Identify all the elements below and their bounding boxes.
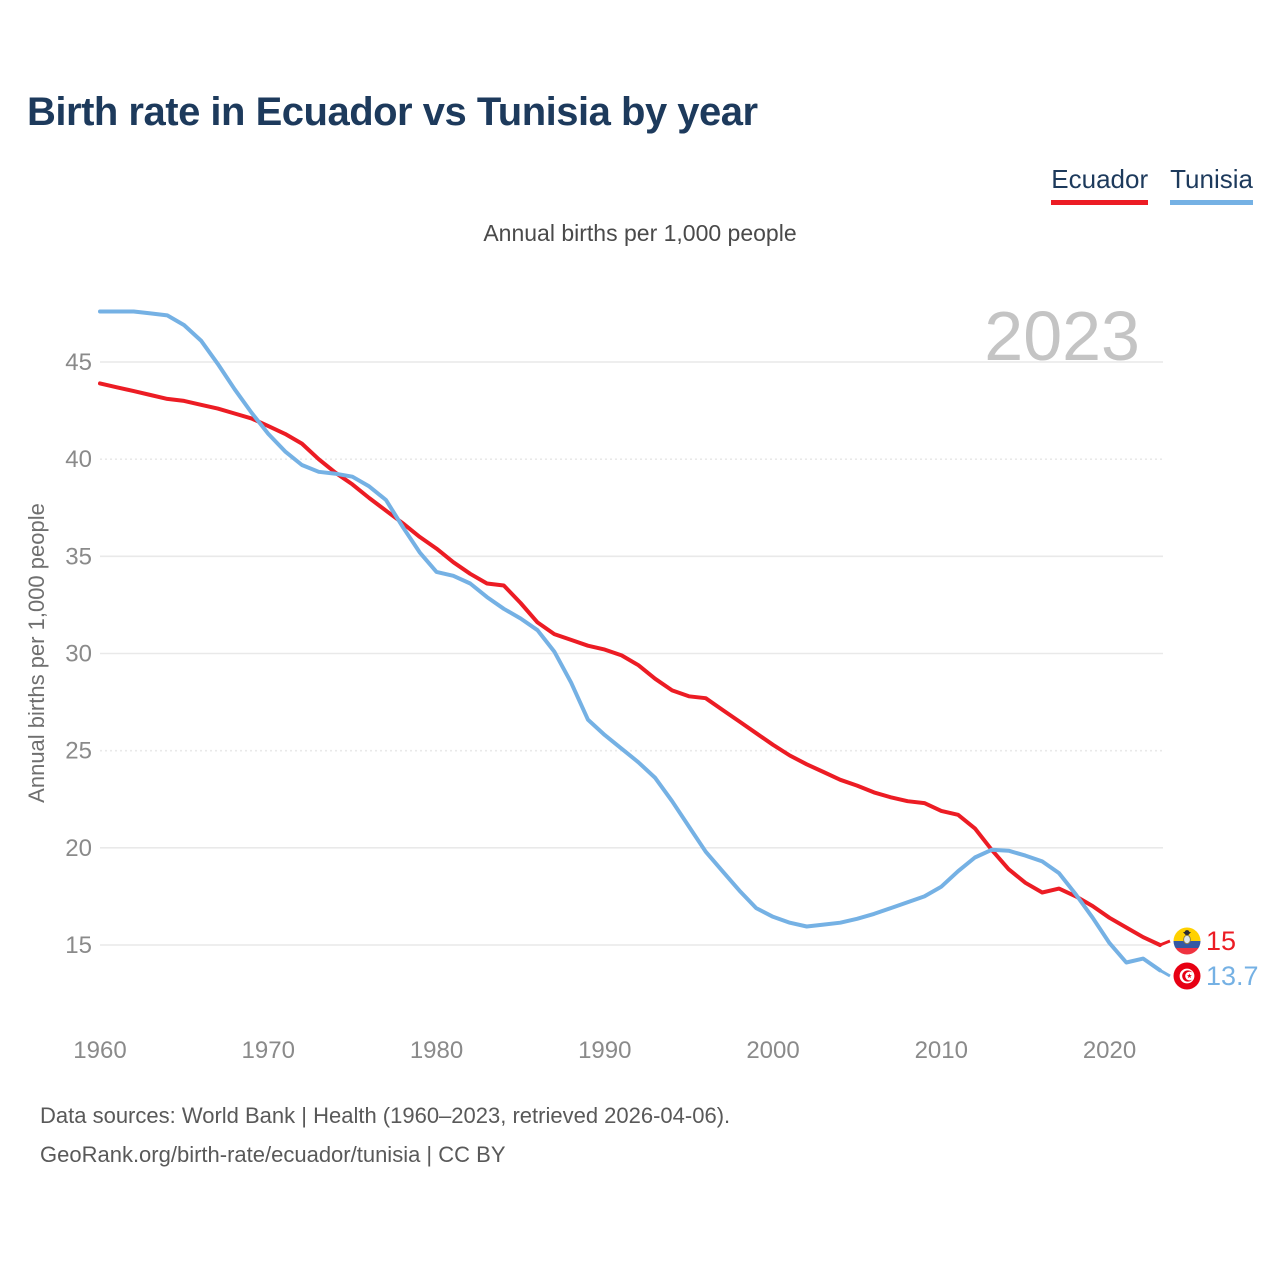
y-tick-label: 35 bbox=[65, 543, 92, 570]
legend: Ecuador Tunisia bbox=[1051, 164, 1253, 205]
x-tick-label: 1960 bbox=[73, 1037, 126, 1064]
y-tick-label: 45 bbox=[65, 349, 92, 376]
x-tick-label: 2020 bbox=[1083, 1037, 1136, 1064]
page-title: Birth rate in Ecuador vs Tunisia by year bbox=[27, 90, 758, 134]
series-lines bbox=[98, 309, 1171, 978]
chart-subtitle: Annual births per 1,000 people bbox=[483, 220, 797, 246]
footer-sources: Data sources: World Bank | Health (1960–… bbox=[40, 1103, 731, 1128]
end-label-tunisia: 13.7 bbox=[1206, 961, 1259, 991]
ecuador-flag-icon bbox=[1172, 926, 1202, 956]
y-tick-label: 20 bbox=[65, 835, 92, 862]
legend-label-tunisia: Tunisia bbox=[1170, 164, 1253, 194]
footer-link: GeoRank.org/birth-rate/ecuador/tunisia |… bbox=[40, 1142, 506, 1167]
y-tick-label: 15 bbox=[65, 932, 92, 959]
x-tick-labels: 1960 1970 1980 1990 2000 2010 2020 bbox=[73, 1037, 1136, 1064]
x-tick-label: 1990 bbox=[578, 1037, 631, 1064]
y-axis-title: Annual births per 1,000 people bbox=[24, 503, 49, 803]
legend-label-ecuador: Ecuador bbox=[1051, 164, 1149, 194]
watermark-year: 2023 bbox=[984, 297, 1140, 375]
y-tick-label: 30 bbox=[65, 641, 92, 668]
x-tick-label: 2010 bbox=[915, 1037, 968, 1064]
series-line-ecuador bbox=[98, 381, 1162, 947]
x-tick-label: 2000 bbox=[746, 1037, 799, 1064]
series-line-tunisia bbox=[98, 309, 1162, 973]
y-tick-label: 25 bbox=[65, 738, 92, 765]
y-tick-labels: 15 20 25 30 35 40 45 bbox=[65, 349, 92, 959]
legend-item-ecuador[interactable]: Ecuador bbox=[1051, 164, 1149, 205]
end-label-ecuador: 15 bbox=[1206, 926, 1236, 956]
y-tick-label: 40 bbox=[65, 446, 92, 473]
legend-item-tunisia[interactable]: Tunisia bbox=[1170, 164, 1253, 205]
x-tick-label: 1980 bbox=[410, 1037, 463, 1064]
tunisia-flag-icon bbox=[1172, 961, 1202, 991]
gridlines bbox=[100, 361, 1163, 946]
end-connector bbox=[1159, 968, 1171, 978]
x-tick-label: 1970 bbox=[242, 1037, 295, 1064]
end-connector bbox=[1159, 939, 1171, 947]
